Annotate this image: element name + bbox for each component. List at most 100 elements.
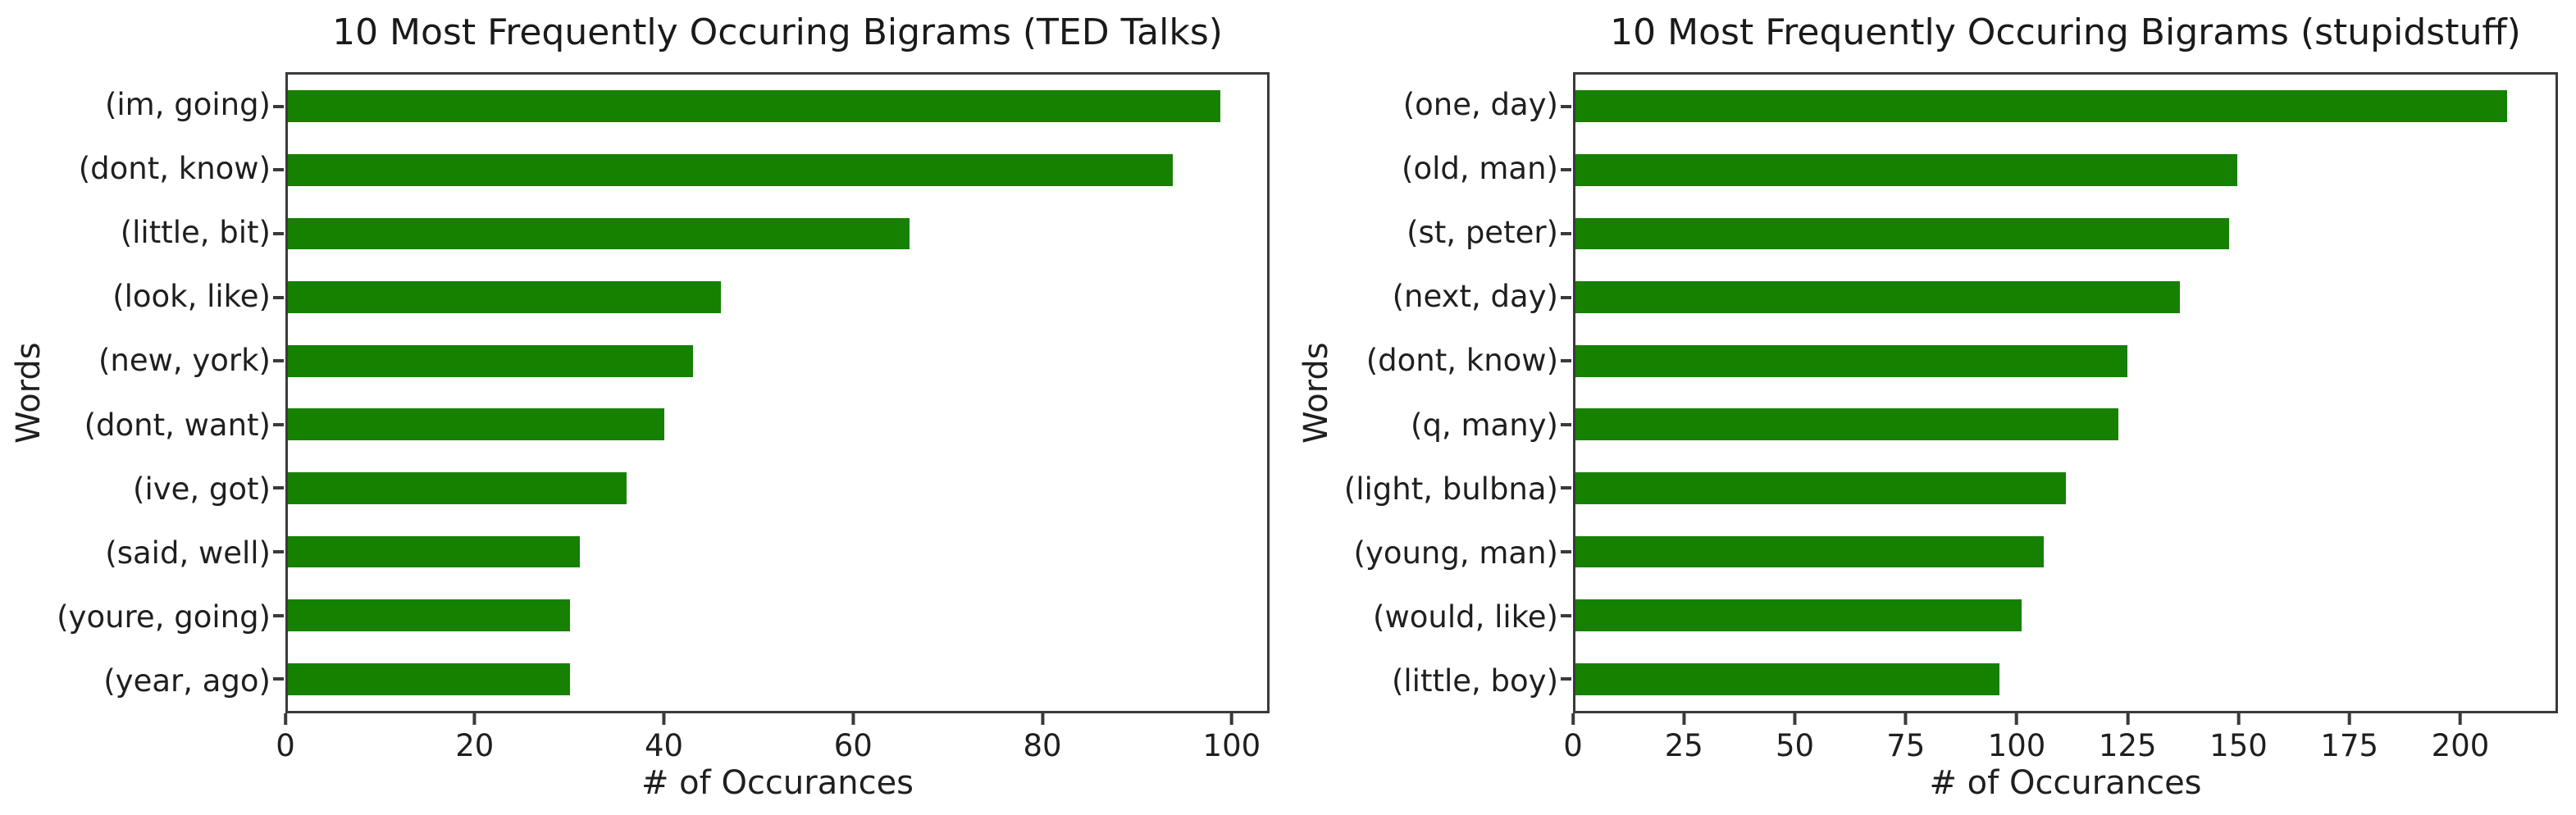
category-label: (next, day) xyxy=(1392,279,1558,315)
chart-title: 10 Most Frequently Occuring Bigrams (TED… xyxy=(332,11,1223,53)
x-tick-label: 125 xyxy=(2098,728,2157,763)
category-label: (im, going) xyxy=(104,86,271,122)
x-tick-mark xyxy=(1904,713,1908,725)
bar xyxy=(288,408,665,441)
bar-row xyxy=(273,520,1267,584)
x-tick-label: 100 xyxy=(1987,728,2046,763)
category-label: (little, bit) xyxy=(120,215,271,250)
y-axis-label: Words xyxy=(10,342,48,444)
bar xyxy=(288,90,1220,123)
bar-row xyxy=(1561,329,2555,393)
category-labels: (im, going) (dont, know) (little, bit) (loo… xyxy=(57,72,285,713)
bar-row xyxy=(273,329,1267,393)
bar xyxy=(1575,662,1999,695)
bar xyxy=(1575,153,2238,186)
y-tick-mark xyxy=(273,231,284,235)
bar xyxy=(1575,281,2181,313)
bar-row xyxy=(1561,393,2555,457)
x-tick: 125 xyxy=(2099,713,2157,763)
x-tick-mark xyxy=(283,713,287,725)
category-label: (youre, going) xyxy=(57,599,271,635)
x-tick-mark xyxy=(1793,713,1797,725)
category-label: (year, ago) xyxy=(103,663,271,699)
bar xyxy=(288,153,1174,186)
x-tick: 40 xyxy=(645,713,683,763)
x-tick-mark xyxy=(2126,713,2130,725)
bar xyxy=(288,471,627,504)
y-tick-mark xyxy=(1561,613,1571,617)
bar xyxy=(288,599,571,631)
x-axis: 0 25 50 75 100 125 150 175 200 xyxy=(1563,713,2558,763)
bar-row xyxy=(273,75,1267,139)
x-tick-label: 40 xyxy=(644,728,684,763)
x-tick-label: 60 xyxy=(833,728,873,763)
y-tick-mark xyxy=(273,677,284,681)
y-tick-mark xyxy=(1561,359,1571,363)
y-tick-mark xyxy=(273,613,284,617)
chart-stupidstuff: 10 Most Frequently Occuring Bigrams (stu… xyxy=(1288,0,2576,815)
bar xyxy=(288,662,571,695)
y-tick-mark xyxy=(1561,168,1571,172)
x-tick: 100 xyxy=(1987,713,2046,763)
x-tick-mark xyxy=(472,713,476,725)
bar xyxy=(288,344,693,377)
category-label: (said, well) xyxy=(105,535,271,571)
x-tick-mark xyxy=(662,713,666,725)
y-tick-mark xyxy=(273,549,284,553)
x-tick: 150 xyxy=(2209,713,2268,763)
x-tick-label: 20 xyxy=(455,728,495,763)
x-tick: 60 xyxy=(834,713,873,763)
y-tick-mark xyxy=(1561,549,1571,553)
x-tick: 75 xyxy=(1886,713,1925,763)
category-label: (old, man) xyxy=(1402,150,1558,186)
y-tick-mark xyxy=(1561,231,1571,235)
x-tick-mark xyxy=(1682,713,1686,725)
bar-rows xyxy=(273,75,1267,711)
y-tick-mark xyxy=(273,168,284,172)
category-label: (would, like) xyxy=(1373,599,1558,635)
x-tick-label: 75 xyxy=(1886,728,1926,763)
bar-row xyxy=(273,457,1267,521)
x-tick-mark xyxy=(2347,713,2351,725)
bar-row xyxy=(1561,139,2555,203)
category-label: (dont, know) xyxy=(1366,343,1558,379)
x-tick-label: 0 xyxy=(276,728,295,763)
x-tick: 100 xyxy=(1203,713,1261,763)
x-axis-label: # of Occurances xyxy=(641,764,914,802)
bar-row xyxy=(273,139,1267,203)
bar-row xyxy=(1561,457,2555,521)
x-tick-mark xyxy=(1571,713,1575,725)
chart-title: 10 Most Frequently Occuring Bigrams (stu… xyxy=(1610,11,2521,53)
plot-area xyxy=(1561,72,2558,713)
category-label: (look, like) xyxy=(112,279,271,315)
category-label: (ive, got) xyxy=(133,471,271,507)
category-label: (dont, know) xyxy=(78,150,271,186)
y-tick-mark xyxy=(273,295,284,299)
category-label: (one, day) xyxy=(1402,86,1558,122)
y-tick-mark xyxy=(1561,677,1571,681)
bar-row xyxy=(1561,202,2555,266)
bar-row xyxy=(1561,75,2555,139)
y-tick-mark xyxy=(273,359,284,363)
category-label: (q, many) xyxy=(1411,407,1558,443)
chart-ted-talks: 10 Most Frequently Occuring Bigrams (TED… xyxy=(10,11,1270,802)
x-tick-label: 150 xyxy=(2209,728,2268,763)
y-tick-mark xyxy=(273,486,284,490)
x-tick-mark xyxy=(2458,713,2462,725)
category-label: (st, peter) xyxy=(1407,215,1558,250)
category-labels: (one, day) (old, man) (st, peter) (next, da… xyxy=(1344,72,1573,713)
bar xyxy=(1575,599,2022,631)
x-tick-mark xyxy=(1229,713,1233,725)
bar xyxy=(288,535,580,568)
x-tick: 20 xyxy=(455,713,494,763)
x-tick-label: 25 xyxy=(1664,728,1703,763)
x-tick: 50 xyxy=(1776,713,1814,763)
x-tick: 0 xyxy=(276,713,295,763)
y-tick-mark xyxy=(273,104,284,108)
bar-row xyxy=(1561,584,2555,648)
x-tick: 0 xyxy=(1563,713,1583,763)
x-tick: 25 xyxy=(1665,713,1703,763)
category-label: (new, york) xyxy=(98,343,271,379)
bar-row xyxy=(1561,647,2555,711)
